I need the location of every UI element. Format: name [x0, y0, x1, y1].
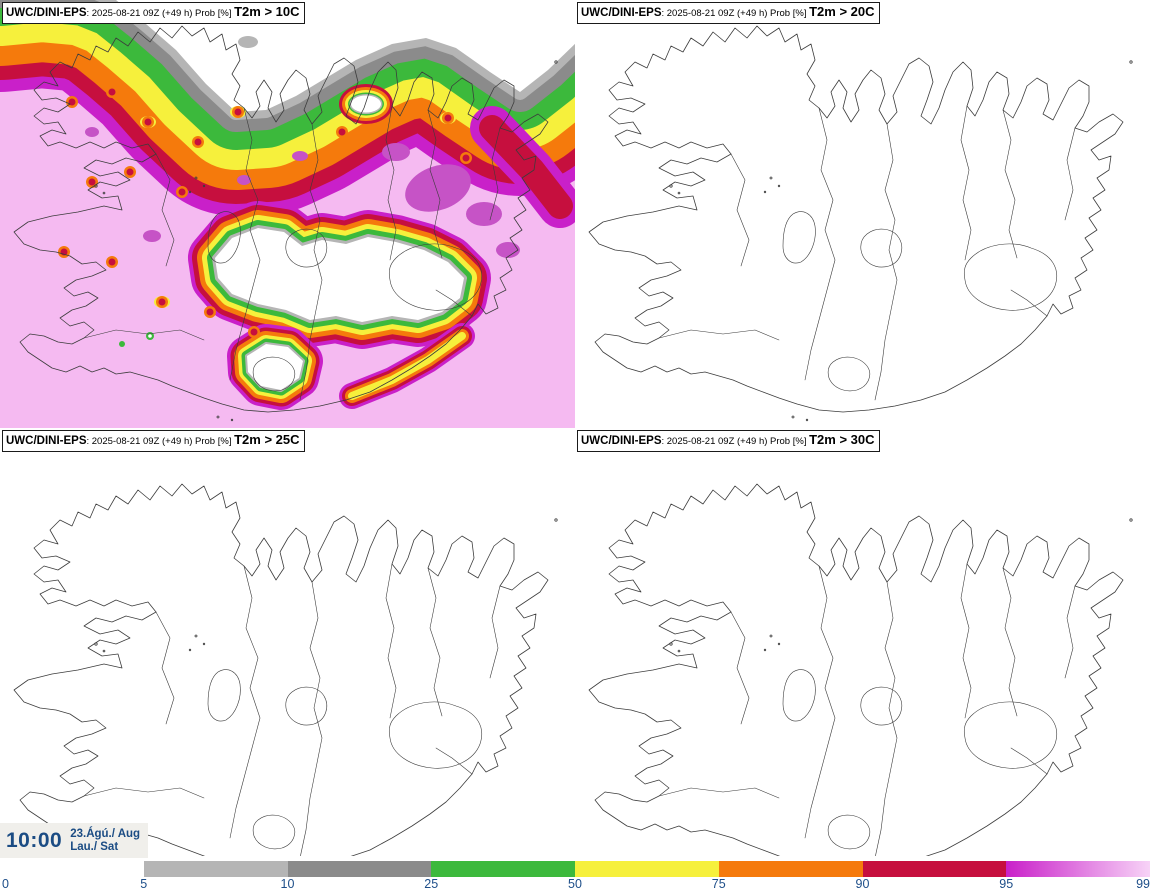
probability-field-t2m-10c [0, 0, 575, 428]
legend-tick-label: 5 [140, 877, 148, 891]
legend-tick-label: 0 [2, 877, 9, 891]
run-info: : 2025-08-21 09Z (+49 h) Prob [%] [86, 436, 235, 447]
legend-segment [143, 861, 288, 877]
legend-tick-label: 75 [711, 877, 726, 891]
map-panel-t2m-20c: UWC/DINI-EPS: 2025-08-21 09Z (+49 h) Pro… [575, 0, 1150, 428]
outline-map-t2m-25c [13, 483, 558, 880]
map-panel-t2m-25c: UWC/DINI-EPS: 2025-08-21 09Z (+49 h) Pro… [0, 428, 575, 891]
model-name: UWC/DINI-EPS [6, 7, 87, 19]
model-name: UWC/DINI-EPS [6, 435, 87, 447]
probability-legend: 0 5 10 25 50 75 90 95 99 [0, 856, 1150, 891]
legend-tick-label: 25 [424, 877, 439, 891]
valid-time: 10:00 [6, 828, 63, 852]
panel-title-t2m-30c: UWC/DINI-EPS: 2025-08-21 09Z (+49 h) Pro… [577, 430, 880, 452]
legend-tick-label: 90 [855, 877, 870, 891]
legend-segment [287, 861, 432, 877]
outline-map-t2m-20c [588, 25, 1133, 422]
valid-day: Lau./ Sat [70, 840, 119, 853]
legend-tick-label: 10 [280, 877, 295, 891]
run-info: : 2025-08-21 09Z (+49 h) Prob [%] [86, 8, 235, 19]
run-info: : 2025-08-21 09Z (+49 h) Prob [%] [661, 436, 810, 447]
map-panel-t2m-30c: UWC/DINI-EPS: 2025-08-21 09Z (+49 h) Pro… [575, 428, 1150, 891]
outline-map-t2m-30c [588, 483, 1133, 880]
legend-tick-label: 50 [568, 877, 582, 891]
legend-tick-label: 95 [999, 877, 1014, 891]
legend-segment [0, 861, 144, 877]
model-name: UWC/DINI-EPS [581, 7, 662, 19]
valid-date: 23.Ágú./ Aug [70, 827, 141, 840]
legend-ticks: 0 5 10 25 50 75 90 95 99 [0, 877, 1150, 891]
legend-segment [575, 861, 719, 877]
legend-segment [431, 861, 575, 877]
legend-segment [718, 861, 863, 877]
legend-segment [862, 861, 1007, 877]
panel-title-t2m-20c: UWC/DINI-EPS: 2025-08-21 09Z (+49 h) Pro… [577, 2, 880, 24]
panel-title-t2m-25c: UWC/DINI-EPS: 2025-08-21 09Z (+49 h) Pro… [2, 430, 305, 452]
model-name: UWC/DINI-EPS [581, 435, 662, 447]
valid-time-box: 10:00 23.Ágú./ Aug Lau./ Sat [0, 823, 148, 858]
variable-label: T2m > 30C [809, 432, 875, 447]
map-panel-t2m-10c: UWC/DINI-EPS: 2025-08-21 09Z (+49 h) Pro… [0, 0, 575, 428]
legend-segment [1006, 861, 1150, 877]
valid-date-block: 23.Ágú./ Aug Lau./ Sat [70, 828, 140, 854]
variable-label: T2m > 25C [234, 432, 300, 447]
variable-label: T2m > 20C [809, 4, 875, 19]
panel-title-t2m-10c: UWC/DINI-EPS: 2025-08-21 09Z (+49 h) Pro… [2, 2, 305, 24]
legend-tick-label: 99 [1136, 877, 1150, 891]
legend-bar [0, 861, 1150, 877]
variable-label: T2m > 10C [234, 4, 300, 19]
run-info: : 2025-08-21 09Z (+49 h) Prob [%] [661, 8, 810, 19]
